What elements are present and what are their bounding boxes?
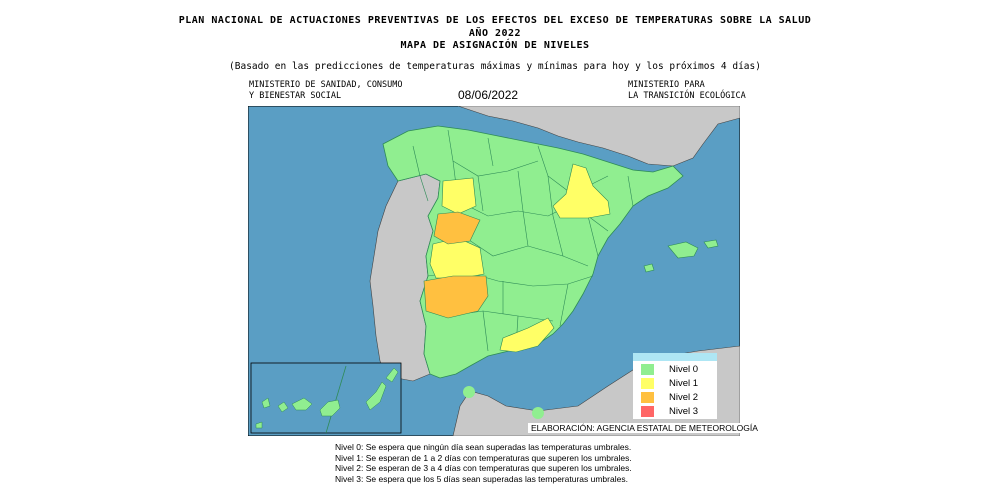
title-line-2: AÑO 2022	[468, 28, 522, 39]
org-left-line-1: MINISTERIO DE SANIDAD, CONSUMO	[249, 80, 403, 90]
mallorca	[667, 241, 699, 259]
nivel2-zone-badajoz	[423, 275, 489, 319]
subtitle: (Basado en las predicciones de temperatu…	[229, 61, 761, 72]
nivel1-zone-leon	[441, 177, 477, 215]
level-notes: Nivel 0: Se espera que ningún día sean s…	[335, 442, 632, 484]
legend-item-nivel0: Nivel 0	[641, 363, 698, 375]
note-nivel3: Nivel 3: Se espera que los 5 días sean s…	[335, 473, 628, 484]
legend-item-nivel1: Nivel 1	[641, 377, 698, 389]
legend-item-nivel3: Nivel 3	[641, 405, 698, 417]
legend: Nivel 0 Nivel 1 Nivel 2 Nivel 3	[633, 353, 717, 419]
legend-label-nivel1: Nivel 1	[669, 377, 699, 389]
legend-swatch-nivel0	[641, 363, 654, 375]
france-land	[457, 106, 740, 167]
nivel1-zone-aragon	[552, 163, 611, 219]
legend-swatch-nivel1	[641, 377, 654, 389]
forecast-date: 08/06/2022	[458, 88, 519, 102]
legend-item-nivel2: Nivel 2	[641, 391, 698, 403]
menorca	[703, 239, 719, 249]
credit: ELABORACIÓN: AGENCIA ESTATAL DE METEOROL…	[528, 423, 761, 433]
note-nivel2: Nivel 2: Se esperan de 3 a 4 días con te…	[335, 463, 632, 473]
canary-islands	[255, 367, 399, 429]
legend-swatch-nivel3	[641, 405, 654, 417]
nivel1-zone-jaen	[499, 317, 555, 353]
org-left: MINISTERIO DE SANIDAD, CONSUMO Y BIENEST…	[249, 80, 403, 102]
note-nivel0: Nivel 0: Se espera que ningún día sean s…	[335, 442, 632, 452]
org-right: MINISTERIO PARA LA TRANSICIÓN ECOLÓGICA	[628, 80, 746, 102]
ibiza	[643, 263, 655, 273]
note-nivel1: Nivel 1: Se esperan de 1 a 2 días con te…	[335, 452, 632, 463]
ceuta	[463, 386, 475, 398]
title-line-3: MAPA DE ASIGNACIÓN DE NIVELES	[400, 40, 590, 51]
legend-label-nivel3: Nivel 3	[669, 405, 699, 417]
nivel2-zone-zamora	[433, 211, 481, 245]
canary-divider	[325, 365, 347, 434]
legend-label-nivel2: Nivel 2	[669, 391, 699, 403]
org-right-line-2: LA TRANSICIÓN ECOLÓGICA	[628, 91, 746, 101]
legend-label-nivel0: Nivel 0	[669, 363, 699, 375]
title-line-1: PLAN NACIONAL DE ACTUACIONES PREVENTIVAS…	[178, 15, 812, 26]
legend-top-band	[633, 353, 717, 361]
org-left-line-2: Y BIENESTAR SOCIAL	[249, 91, 342, 101]
legend-swatch-nivel2	[641, 391, 654, 403]
melilla	[532, 407, 544, 419]
org-right-line-1: MINISTERIO PARA	[628, 80, 705, 90]
